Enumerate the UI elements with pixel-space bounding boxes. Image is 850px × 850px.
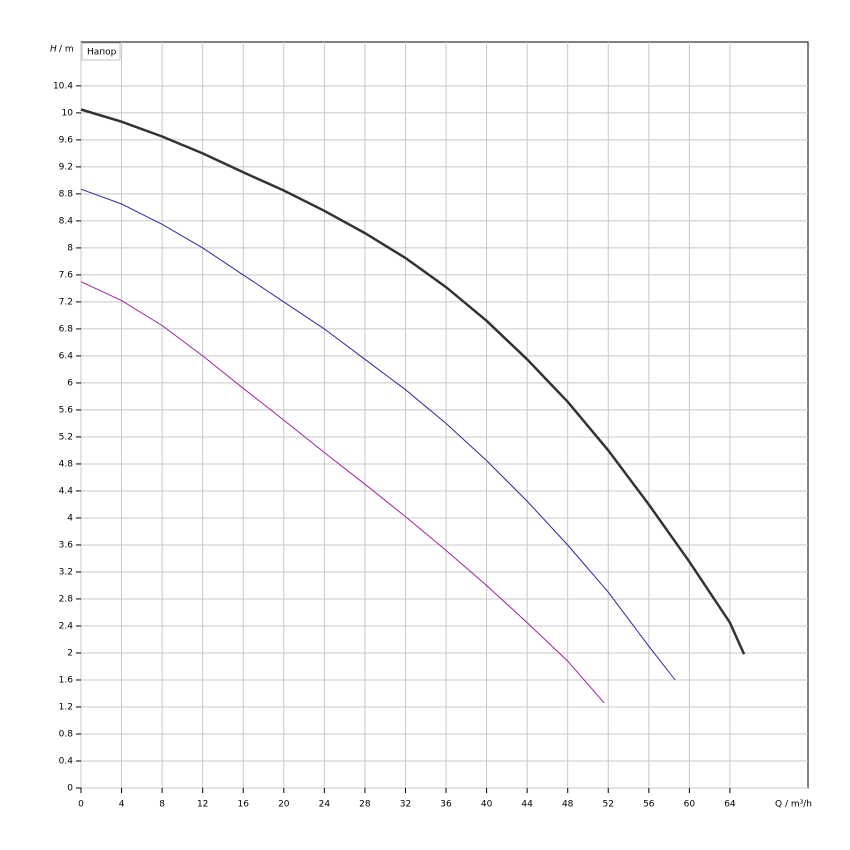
- y-tick-label: 9.6: [59, 135, 74, 145]
- y-tick-label: 0: [67, 784, 73, 794]
- x-tick-label: 56: [643, 800, 655, 810]
- x-tick-label: 20: [278, 800, 290, 810]
- x-tick-label: 0: [78, 800, 84, 810]
- x-tick-label: 28: [359, 800, 371, 810]
- y-tick-label: 1.2: [59, 702, 73, 712]
- x-tick-label: 48: [562, 800, 574, 810]
- x-tick-label: 60: [684, 800, 696, 810]
- y-tick-label: 0.8: [59, 729, 74, 739]
- y-tick-label: 8.8: [59, 189, 74, 199]
- curve: [80, 281, 605, 704]
- curve: [80, 108, 746, 655]
- y-tick-label: 6.8: [59, 324, 74, 334]
- x-tick-label: 4: [119, 800, 125, 810]
- plot-area: [80, 41, 809, 789]
- y-tick-label: 6.4: [59, 351, 74, 361]
- curve: [80, 188, 676, 681]
- y-tick-label: 4.4: [59, 486, 74, 496]
- y-tick-label: 1.6: [59, 675, 74, 685]
- y-tick-label: 5.6: [59, 405, 74, 415]
- y-tick-label: 2: [67, 648, 73, 658]
- curves: [80, 108, 746, 704]
- y-tick-label: 7.6: [59, 270, 74, 280]
- x-tick-label: 12: [197, 800, 208, 810]
- y-tick-label: 0.4: [59, 756, 74, 766]
- y-tick-label: 10: [62, 108, 74, 118]
- x-tick-label: 36: [440, 800, 452, 810]
- annotation-box: [81, 42, 121, 61]
- annotation: Напор: [87, 48, 117, 58]
- y-tick-label: 8: [67, 243, 73, 253]
- x-axis-label: Q / m³/h: [775, 800, 812, 810]
- x-tick-label: 32: [400, 800, 411, 810]
- y-tick-label: 5.2: [59, 432, 73, 442]
- y-tick-label: 8.4: [59, 216, 74, 226]
- y-tick-label: 6: [67, 378, 73, 388]
- x-tick-label: 64: [724, 800, 736, 810]
- y-tick-label: 10.4: [53, 81, 73, 91]
- x-tick-label: 52: [603, 800, 614, 810]
- x-tick-label: 40: [481, 800, 493, 810]
- y-tick-label: 2.8: [59, 594, 74, 604]
- y-tick-label: 3.6: [59, 540, 74, 550]
- y-tick-label: 4: [67, 513, 73, 523]
- y-tick-label: 2.4: [59, 621, 74, 631]
- y-tick-label: 4.8: [59, 459, 74, 469]
- y-axis-symbol: H: [50, 45, 57, 55]
- y-axis-unit: / m: [59, 45, 74, 55]
- y-tick-label: 7.2: [59, 297, 73, 307]
- x-tick-label: 16: [238, 800, 250, 810]
- x-tick-label: 44: [521, 800, 533, 810]
- x-tick-label: 8: [159, 800, 165, 810]
- x-tick-label: 24: [319, 800, 331, 810]
- y-tick-label: 3.2: [59, 567, 73, 577]
- grid: [80, 42, 808, 789]
- y-tick-label: 9.2: [59, 162, 73, 172]
